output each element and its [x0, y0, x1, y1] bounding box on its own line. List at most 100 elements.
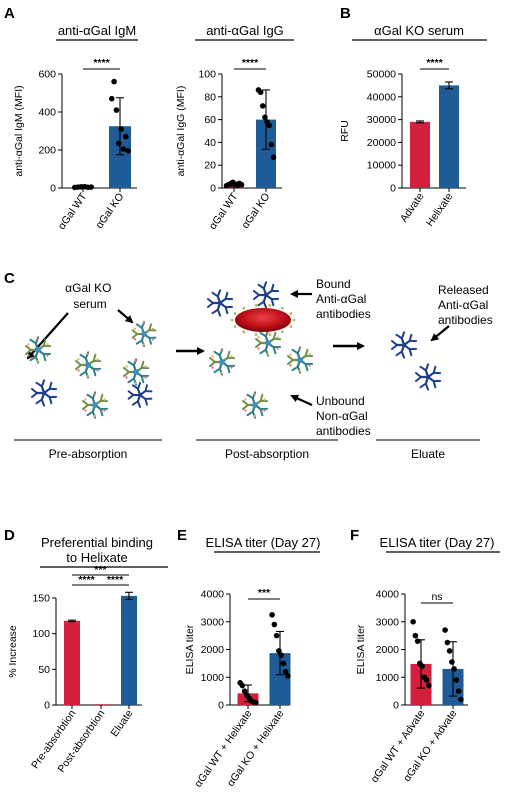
glycan-dot: [292, 318, 296, 322]
data-point: [88, 184, 95, 190]
antibody-tip: [36, 337, 40, 341]
antibody-branch: [79, 353, 87, 360]
chart-title: Preferential binding to Helixate: [41, 535, 153, 565]
antibody-tip: [289, 364, 292, 367]
chart-title-line: anti-αGal IgG: [206, 23, 284, 38]
y-tick-label: 2000: [201, 644, 225, 656]
antibody-icon-mixed: [287, 346, 314, 374]
antibody-tip: [93, 414, 97, 418]
data-point: [273, 632, 280, 639]
glycan-dot: [233, 325, 237, 328]
x-tick-label: αGal WT + Advate: [369, 708, 428, 785]
antibody-branch: [255, 342, 262, 348]
antibody-branch: [419, 365, 427, 372]
panel-label-e: E: [177, 527, 187, 544]
antibody-branch: [432, 365, 437, 374]
panel-label-f: F: [350, 527, 359, 544]
antibody-tip: [253, 392, 257, 396]
antibody-core: [263, 292, 269, 298]
bar: [256, 119, 276, 188]
glycan-dot: [280, 306, 284, 310]
unbound-label: Unbound Non-αGal antibodies: [316, 394, 371, 438]
antibody-tip: [276, 336, 279, 339]
y-tick-label: 100: [32, 628, 50, 640]
y-tick-label: 10000: [367, 160, 396, 172]
antibody-tip: [133, 327, 137, 330]
antibody-tip: [144, 376, 147, 379]
x-tick-label: αGal WT: [56, 190, 90, 231]
data-point: [269, 612, 275, 618]
antibody-tip: [211, 366, 214, 369]
antibody-branch: [432, 380, 437, 389]
antibody-branch: [148, 329, 157, 332]
y-tick-label: 4000: [376, 589, 400, 601]
antibody-icon-mixed: [131, 321, 157, 347]
antibody-tip: [86, 374, 90, 378]
antibody-icon-blue: [31, 379, 58, 407]
antibody-tip: [93, 392, 97, 396]
antibody-tip: [289, 353, 292, 356]
antibody-tip: [125, 376, 128, 379]
antibody-branch: [253, 294, 260, 300]
glycan-dot: [254, 333, 258, 337]
chart-igg: anti-αGal IgG 0 20 40 60 80 100 anti-αGal IgG (…: [175, 23, 294, 232]
antibody-branch: [48, 396, 53, 405]
antibody-tip: [211, 355, 214, 358]
glycan-dot: [289, 325, 293, 328]
data-point: [410, 618, 416, 625]
antibody-branch: [272, 331, 277, 340]
antibody-branch: [136, 400, 142, 408]
antibody-tip: [253, 414, 257, 418]
antibody-branch: [259, 408, 264, 417]
antibody-branch: [224, 297, 234, 301]
antibody-branch: [92, 353, 97, 362]
antibody-branch: [127, 360, 135, 367]
antibody-tip: [151, 338, 155, 341]
data-point: [285, 673, 291, 679]
antibody-tip: [142, 322, 146, 325]
antibody-branch: [144, 384, 148, 393]
antibody-branch: [25, 349, 32, 355]
antibody-tip: [96, 369, 99, 372]
released-label: Released Anti-αGal antibodies: [438, 283, 493, 327]
panel-label-b: B: [340, 5, 351, 22]
stage-pre-label: Pre-absorption: [49, 447, 128, 461]
antibody-core: [265, 340, 271, 346]
serum-label: αGal KO serum: [65, 281, 115, 311]
x-tick-label: αGal KO + Helixate: [225, 708, 287, 789]
data-point: [449, 659, 455, 665]
antibody-tip: [46, 343, 49, 346]
glycan-dot: [268, 303, 272, 307]
absorption-diagram: αGal KO serum Bound Anti-αGal antibodies…: [14, 277, 493, 461]
data-point: [268, 141, 275, 148]
chart-elisa-advate: ELISA titer (Day 27) 0 1000 2000 3000 4000 ELI…: [355, 535, 500, 785]
y-tick-label: 20: [204, 160, 216, 172]
glycan-dot: [233, 312, 237, 315]
antibody-branch: [257, 283, 265, 290]
antibody-tip: [84, 409, 87, 412]
chart-rfu: αGal KO serum 0 10000 20000 30000 40000 50000 R…: [339, 23, 487, 229]
chart-title-line: to Helixate: [66, 550, 127, 565]
data-point: [266, 122, 273, 129]
antibody-branch: [259, 399, 269, 403]
antibody-branch: [29, 338, 37, 345]
antibody-branch: [262, 300, 268, 309]
antibody-branch: [148, 336, 157, 339]
antibody-branch: [291, 365, 299, 372]
data-point: [238, 181, 245, 188]
antibody-branch: [224, 305, 234, 309]
antibody-branch: [75, 360, 82, 366]
antibody-branch: [262, 281, 268, 290]
antibody-branch: [35, 398, 43, 405]
data-point: [239, 682, 246, 689]
antibody-branch: [226, 350, 231, 359]
antibody-branch: [213, 367, 221, 374]
data-point: [253, 699, 259, 706]
y-tick-label: 0: [50, 183, 56, 195]
antibody-branch: [42, 353, 47, 362]
antibody-tip: [308, 353, 311, 356]
antibody-branch: [29, 355, 37, 362]
antibody-branch: [270, 298, 275, 307]
data-point: [118, 126, 124, 132]
y-tick-label: 0: [218, 700, 224, 712]
